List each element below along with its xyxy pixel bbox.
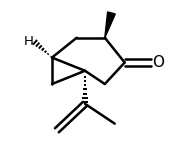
Text: H: H xyxy=(24,35,33,48)
Polygon shape xyxy=(105,12,115,38)
Text: O: O xyxy=(152,55,165,70)
